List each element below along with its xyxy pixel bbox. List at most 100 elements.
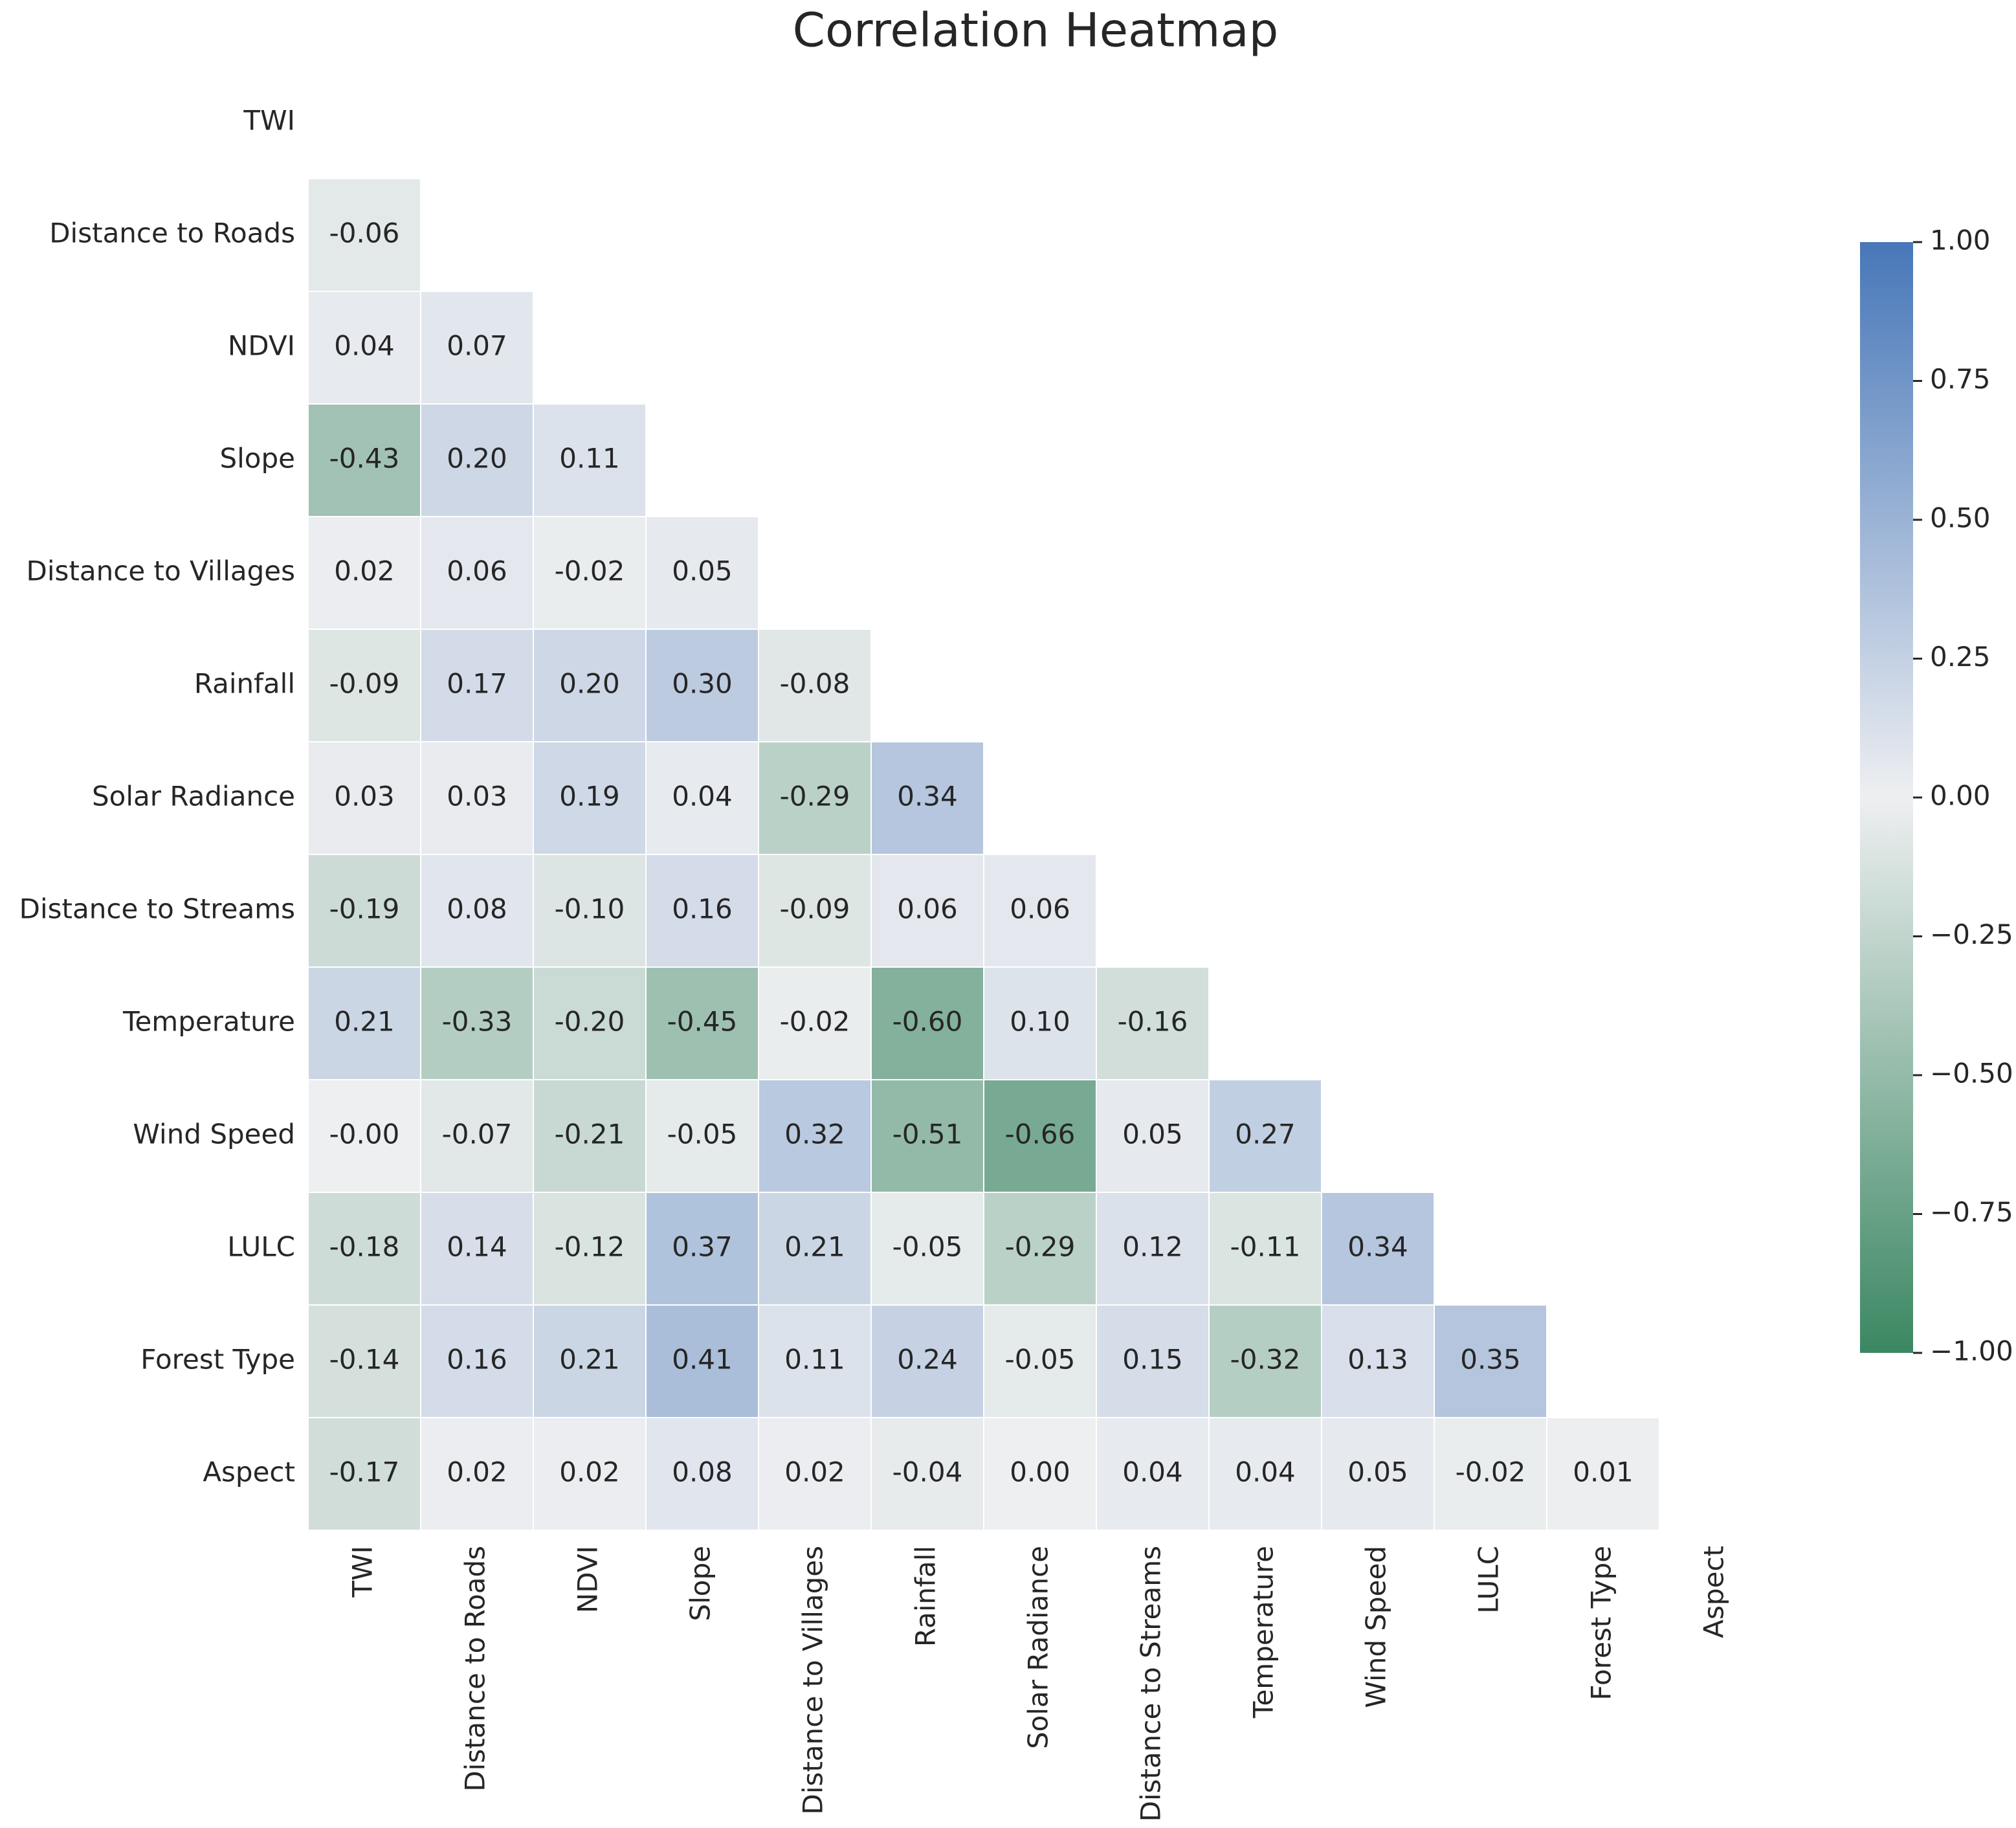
cell-label: 0.01: [1573, 1456, 1634, 1488]
heatmap-cell: [420, 1417, 534, 1531]
heatmap-cell: [983, 966, 1097, 1080]
cell-label: 0.34: [1347, 1231, 1408, 1263]
heatmap-cell: [420, 854, 534, 968]
cell-label: -0.04: [892, 1456, 963, 1488]
cell-label: 0.02: [334, 555, 395, 587]
heatmap-cell: [1434, 1304, 1547, 1418]
cell-label: -0.16: [1118, 1006, 1188, 1038]
cell-label: 0.06: [897, 893, 958, 925]
heatmap-cell: [983, 1417, 1097, 1531]
x-tick-label: Rainfall: [910, 1546, 942, 1647]
heatmap-cell: [420, 1079, 534, 1193]
cell-label: -0.09: [329, 668, 400, 700]
heatmap-cell: [533, 1192, 647, 1306]
x-tick-label: Distance to Villages: [797, 1546, 829, 1814]
cell-label: -0.11: [1230, 1231, 1301, 1263]
cell-label: -0.05: [892, 1231, 963, 1263]
heatmap-cell: [645, 1304, 759, 1418]
cell-label: 0.05: [672, 555, 733, 587]
cell-label: 0.21: [334, 1006, 395, 1038]
cell-label: -0.29: [1005, 1231, 1076, 1263]
x-tick-label: Slope: [685, 1546, 716, 1622]
heatmap-cell: [420, 629, 534, 742]
heatmap-cell: [645, 1079, 759, 1193]
colorbar-tick-label: 1.00: [1930, 225, 1991, 256]
cell-label: -0.10: [555, 893, 625, 925]
cell-label: 0.35: [1460, 1344, 1521, 1376]
cell-label: -0.17: [329, 1456, 400, 1488]
heatmap-cell: [1434, 1417, 1547, 1531]
colorbar: [1860, 242, 1913, 1353]
cell-label: 0.24: [897, 1344, 958, 1376]
heatmap-cell: [983, 854, 1097, 968]
cell-label: 0.04: [334, 330, 395, 362]
cell-label: 0.21: [784, 1231, 845, 1263]
cell-label: -0.02: [780, 1006, 850, 1038]
cell-label: 0.41: [672, 1344, 733, 1376]
cell-label: -0.18: [329, 1231, 400, 1263]
y-tick-label: Slope: [219, 443, 295, 474]
colorbar-tick-label: −0.25: [1930, 919, 2013, 950]
y-tick-label: Rainfall: [194, 668, 295, 700]
heatmap-cell: [307, 1417, 421, 1531]
x-tick-label: Forest Type: [1586, 1546, 1617, 1700]
heatmap-cell: [533, 741, 647, 855]
cell-label: 0.04: [1235, 1456, 1296, 1488]
x-tick-label: Wind Speed: [1360, 1546, 1392, 1708]
y-tick-label: LULC: [227, 1231, 295, 1263]
heatmap-cell: [420, 291, 534, 405]
cell-label: 0.34: [897, 781, 958, 812]
x-tick-label: Solar Radiance: [1023, 1546, 1054, 1749]
heatmap-cell: [645, 1417, 759, 1531]
colorbar-tick-label: −0.75: [1930, 1196, 2013, 1228]
heatmap-cell: [870, 854, 984, 968]
x-tick-label: Distance to Streams: [1135, 1546, 1167, 1822]
cell-label: 0.05: [1347, 1456, 1408, 1488]
heatmap-cell: [307, 1079, 421, 1193]
cell-label: 0.11: [784, 1344, 845, 1376]
cell-label: 0.12: [1122, 1231, 1183, 1263]
cell-label: 0.20: [559, 668, 620, 700]
cell-label: 0.07: [447, 330, 507, 362]
heatmap-cell: [758, 741, 872, 855]
cell-label: 0.06: [1010, 893, 1070, 925]
x-tick-label: TWI: [347, 1546, 379, 1598]
heatmap-cell: [645, 741, 759, 855]
heatmap-cell: [307, 403, 421, 517]
heatmap-cell: [420, 1192, 534, 1306]
cell-label: 0.14: [447, 1231, 507, 1263]
heatmap-cell: [307, 854, 421, 968]
cell-label: -0.32: [1230, 1344, 1301, 1376]
cell-label: -0.07: [442, 1119, 513, 1150]
cell-label: -0.06: [329, 217, 400, 249]
heatmap-cell: [983, 1079, 1097, 1193]
cell-label: 0.20: [447, 443, 507, 474]
heatmap-cell: [533, 1417, 647, 1531]
cell-label: 0.04: [672, 781, 733, 812]
cell-label: -0.51: [892, 1119, 963, 1150]
heatmap-cell: [533, 1079, 647, 1193]
heatmap-cell: [1208, 1079, 1322, 1193]
cell-label: 0.27: [1235, 1119, 1296, 1150]
y-tick-label: Temperature: [122, 1006, 295, 1038]
heatmap-cell: [1208, 1192, 1322, 1306]
cell-label: -0.00: [329, 1119, 400, 1150]
heatmap-cell: [533, 403, 647, 517]
heatmap-cell: [1321, 1192, 1435, 1306]
heatmap-cell: [307, 178, 421, 292]
heatmap-cell: [1546, 1417, 1660, 1531]
heatmap-cell: [870, 741, 984, 855]
cell-label: 0.11: [559, 443, 620, 474]
cell-label: 0.08: [447, 893, 507, 925]
colorbar-tick-label: 0.25: [1930, 641, 1991, 673]
cell-label: 0.02: [784, 1456, 845, 1488]
colorbar-tick-label: 0.00: [1930, 780, 1991, 812]
cell-label: 0.02: [559, 1456, 620, 1488]
x-tick-label: NDVI: [572, 1546, 604, 1613]
cell-label: 0.37: [672, 1231, 733, 1263]
heatmap-cell: [870, 1304, 984, 1418]
heatmap-cell: [533, 966, 647, 1080]
cell-label: 0.03: [447, 781, 507, 812]
y-tick-label: NDVI: [228, 330, 295, 362]
